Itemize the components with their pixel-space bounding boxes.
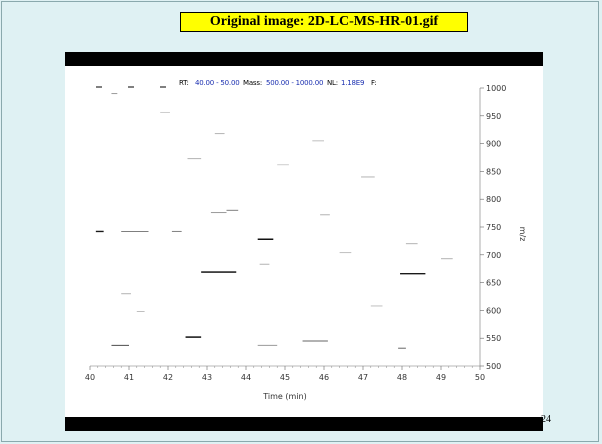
header-nl-value: 1.18E9 <box>341 79 364 87</box>
y-tick-label-950: 950 <box>486 112 501 121</box>
y-tick-label-900: 900 <box>486 140 501 149</box>
peak-layer <box>95 93 453 349</box>
header-mass-label: Mass: <box>243 79 262 87</box>
slide-title: Original image: 2D-LC-MS-HR-01.gif <box>180 12 468 32</box>
y-tick-label-1000: 1000 <box>486 84 506 93</box>
x-tick-label-45: 45 <box>280 373 290 382</box>
y-tick-label-800: 800 <box>486 195 501 204</box>
x-tick-label-42: 42 <box>163 373 173 382</box>
y-axis-label: m/z <box>518 227 527 242</box>
y-tick-label-750: 750 <box>486 223 501 232</box>
x-tick-label-44: 44 <box>241 373 251 382</box>
x-tick-label-50: 50 <box>475 373 485 382</box>
header-rt-label: RT: <box>179 79 189 87</box>
image-bottom-border <box>65 417 543 431</box>
x-tick-label-48: 48 <box>397 373 407 382</box>
x-tick-label-41: 41 <box>124 373 134 382</box>
lcms-plot-area: RT: 40.00 - 50.00 Mass: 500.00 - 1000.00… <box>65 66 543 417</box>
lcms-heatmap-chart: RT: 40.00 - 50.00 Mass: 500.00 - 1000.00… <box>85 79 527 401</box>
y-axis: 500 550 600 650 700 750 800 850 900 950 1000 <box>480 84 506 371</box>
header-f-label: F: <box>371 79 376 87</box>
x-tick-label-46: 46 <box>319 373 329 382</box>
y-tick-label-700: 700 <box>486 251 501 260</box>
image-top-border <box>65 52 543 66</box>
x-axis: 40 41 42 43 44 45 46 47 48 49 50 <box>85 366 485 382</box>
x-axis-label: Time (min) <box>262 392 306 401</box>
page-number: 24 <box>541 414 551 425</box>
x-tick-label-40: 40 <box>85 373 95 382</box>
y-tick-label-850: 850 <box>486 167 501 176</box>
y-tick-label-650: 650 <box>486 279 501 288</box>
x-tick-label-47: 47 <box>358 373 368 382</box>
header-nl-label: NL: <box>327 79 338 87</box>
header-rt-value: 40.00 - 50.00 <box>195 79 239 87</box>
x-tick-label-49: 49 <box>436 373 446 382</box>
y-tick-label-550: 550 <box>486 334 501 343</box>
header-mass-value: 500.00 - 1000.00 <box>266 79 323 87</box>
y-tick-label-600: 600 <box>486 306 501 315</box>
y-tick-label-500: 500 <box>486 362 501 371</box>
x-tick-label-43: 43 <box>202 373 212 382</box>
